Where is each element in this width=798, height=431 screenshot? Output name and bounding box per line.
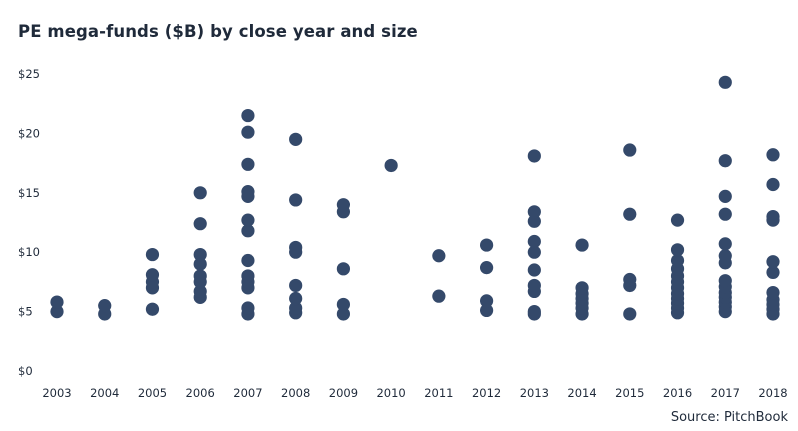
data-point bbox=[480, 303, 494, 318]
y-tick-label: $10 bbox=[18, 245, 40, 259]
data-point bbox=[766, 255, 780, 269]
data-point bbox=[241, 224, 255, 238]
data-points bbox=[50, 75, 780, 321]
data-point bbox=[527, 263, 541, 277]
data-point bbox=[527, 149, 541, 163]
data-point bbox=[718, 154, 732, 168]
data-point bbox=[480, 238, 494, 252]
data-point bbox=[527, 214, 541, 228]
data-point bbox=[527, 278, 541, 293]
data-point bbox=[193, 186, 207, 200]
x-tick-label: 2014 bbox=[567, 386, 596, 400]
x-tick-label: 2013 bbox=[520, 386, 549, 400]
data-point bbox=[289, 240, 303, 255]
x-tick-label: 2006 bbox=[186, 386, 215, 400]
data-point bbox=[623, 207, 637, 221]
data-point bbox=[766, 265, 780, 279]
data-point bbox=[241, 269, 255, 283]
data-point bbox=[718, 75, 732, 89]
data-point bbox=[145, 247, 160, 262]
data-point bbox=[384, 158, 398, 173]
data-point bbox=[480, 261, 494, 275]
data-point bbox=[718, 274, 732, 288]
data-point bbox=[241, 185, 255, 199]
data-point bbox=[241, 253, 255, 268]
data-point bbox=[766, 148, 780, 162]
x-tick-label: 2012 bbox=[472, 386, 501, 400]
data-point bbox=[336, 198, 350, 212]
data-point bbox=[670, 253, 685, 268]
data-point bbox=[718, 249, 732, 263]
data-point bbox=[766, 285, 780, 300]
data-point bbox=[527, 305, 541, 319]
data-point bbox=[289, 291, 303, 306]
y-tick-label: $0 bbox=[18, 364, 33, 378]
x-tick-label: 2016 bbox=[663, 386, 692, 400]
x-tick-label: 2007 bbox=[233, 386, 262, 400]
x-tick-label: 2003 bbox=[42, 386, 71, 400]
data-point bbox=[432, 249, 446, 263]
data-point bbox=[623, 272, 637, 287]
x-tick-label: 2017 bbox=[711, 386, 740, 400]
data-point bbox=[289, 132, 303, 146]
data-point bbox=[718, 189, 732, 203]
x-tick-label: 2004 bbox=[90, 386, 119, 400]
data-point bbox=[241, 125, 255, 139]
x-tick-label: 2005 bbox=[138, 386, 167, 400]
data-point bbox=[575, 238, 589, 252]
data-point bbox=[527, 205, 541, 219]
data-point bbox=[145, 302, 160, 316]
data-point bbox=[289, 193, 303, 207]
data-point bbox=[670, 243, 685, 257]
data-point bbox=[289, 278, 303, 293]
data-point bbox=[623, 143, 637, 157]
data-point bbox=[527, 245, 541, 259]
data-point bbox=[145, 268, 160, 282]
y-tick-label: $25 bbox=[18, 67, 40, 81]
data-point bbox=[336, 297, 350, 312]
data-point bbox=[670, 213, 685, 227]
data-point bbox=[193, 217, 207, 231]
x-tick-label: 2011 bbox=[424, 386, 453, 400]
data-point bbox=[527, 234, 541, 249]
y-tick-label: $15 bbox=[18, 186, 40, 200]
data-point bbox=[98, 299, 112, 313]
data-point bbox=[193, 269, 207, 283]
data-point bbox=[766, 177, 780, 192]
data-point bbox=[241, 213, 255, 227]
chart-title: PE mega-funds ($B) by close year and siz… bbox=[18, 22, 418, 41]
data-point bbox=[50, 295, 64, 309]
y-tick-label: $20 bbox=[18, 126, 40, 140]
data-point bbox=[193, 284, 207, 299]
data-point bbox=[241, 157, 255, 171]
x-tick-label: 2010 bbox=[376, 386, 405, 400]
data-point bbox=[718, 207, 732, 221]
x-axis: 2003 2004 2005 2006 2007 2008 2009 2010 2011 2012… bbox=[42, 386, 787, 400]
data-point bbox=[336, 262, 350, 276]
data-point bbox=[193, 247, 207, 262]
x-tick-label: 2015 bbox=[615, 386, 644, 400]
data-point bbox=[623, 307, 637, 321]
source-note: Source: PitchBook bbox=[670, 410, 788, 425]
y-tick-label: $5 bbox=[18, 305, 33, 319]
data-point bbox=[241, 301, 255, 315]
data-point bbox=[432, 289, 446, 303]
data-point bbox=[336, 307, 350, 321]
data-point bbox=[575, 281, 589, 295]
x-tick-label: 2009 bbox=[329, 386, 358, 400]
data-point bbox=[241, 108, 255, 123]
x-tick-label: 2008 bbox=[281, 386, 310, 400]
data-point bbox=[193, 257, 207, 271]
y-axis: $0 $5 $10 $15 $20 $25 bbox=[18, 67, 40, 378]
data-point bbox=[718, 237, 732, 251]
data-point bbox=[50, 305, 64, 319]
x-tick-label: 2018 bbox=[758, 386, 787, 400]
data-point bbox=[480, 294, 494, 308]
data-point bbox=[766, 209, 780, 224]
data-point bbox=[289, 301, 303, 315]
